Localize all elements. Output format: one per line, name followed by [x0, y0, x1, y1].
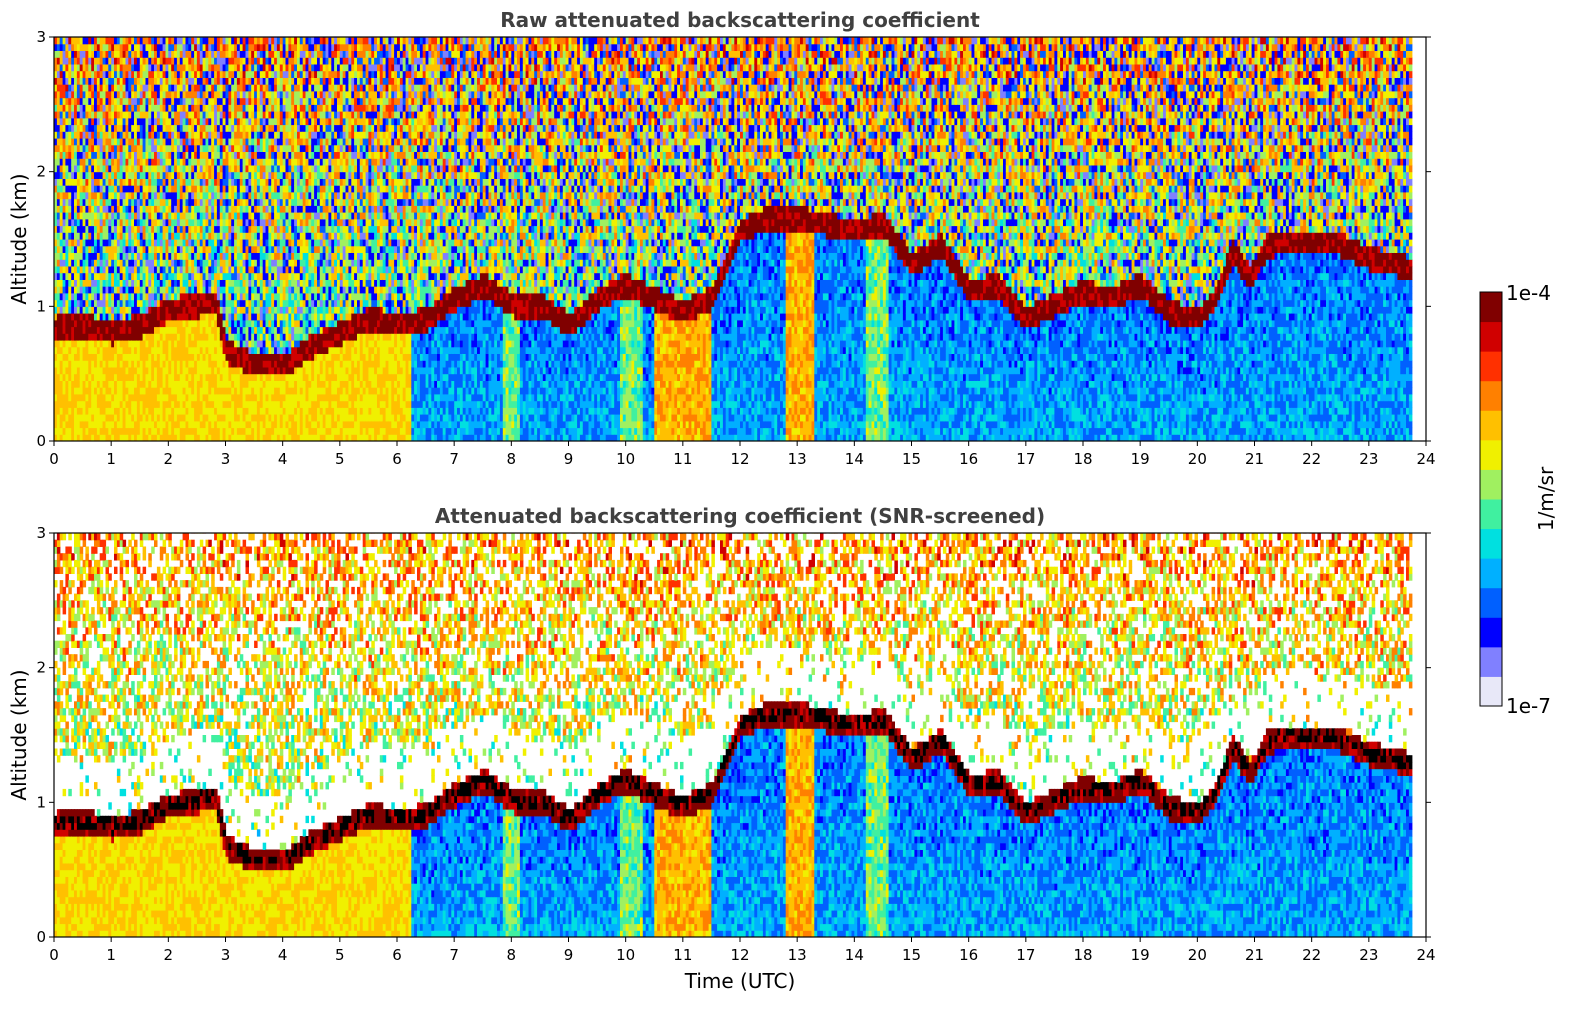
colorbar-swatch — [1480, 587, 1502, 618]
x-tick-label: 22 — [1302, 946, 1321, 964]
x-tick-label: 15 — [902, 450, 921, 468]
x-tick-label: 24 — [1416, 946, 1435, 964]
x-tick-label: 5 — [335, 450, 345, 468]
x-tick-label: 15 — [902, 946, 921, 964]
colorbar-swatch — [1480, 528, 1502, 559]
x-tick-label: 6 — [392, 450, 402, 468]
y-tick-label: 3 — [36, 28, 46, 46]
colorbar-swatch — [1480, 558, 1502, 589]
colorbar-swatch — [1480, 469, 1502, 500]
y-tick-label: 0 — [36, 928, 46, 946]
x-tick-label: 10 — [616, 450, 635, 468]
x-tick-label: 9 — [564, 946, 574, 964]
x-tick-label: 2 — [164, 450, 174, 468]
x-tick-label: 14 — [845, 946, 864, 964]
x-tick-label: 1 — [106, 450, 116, 468]
x-tick-label: 17 — [1016, 450, 1035, 468]
y-tick-label: 1 — [36, 793, 46, 811]
x-tick-label: 13 — [788, 946, 807, 964]
x-tick-label: 6 — [392, 946, 402, 964]
colorbar-swatch — [1480, 646, 1502, 677]
colorbar-min-label: 1e-7 — [1506, 694, 1551, 718]
x-tick-label: 18 — [1073, 450, 1092, 468]
x-tick-label: 4 — [278, 450, 288, 468]
colorbar-swatch — [1480, 439, 1502, 470]
colorbar-swatch — [1480, 321, 1502, 352]
x-tick-label: 5 — [335, 946, 345, 964]
x-tick-label: 14 — [845, 450, 864, 468]
x-tick-label: 11 — [673, 450, 692, 468]
x-tick-label: 19 — [1131, 450, 1150, 468]
x-tick-label: 1 — [106, 946, 116, 964]
backscatter-field — [54, 533, 1426, 937]
x-tick-label: 20 — [1188, 946, 1207, 964]
x-tick-label: 0 — [49, 450, 59, 468]
colorbar-swatch — [1480, 292, 1502, 323]
x-axis-label: Time (UTC) — [684, 969, 796, 993]
colorbar-max-label: 1e-4 — [1506, 281, 1551, 305]
x-tick-label: 21 — [1245, 946, 1264, 964]
x-tick-label: 11 — [673, 946, 692, 964]
x-tick-label: 9 — [564, 450, 574, 468]
bottom-panel-title: Attenuated backscattering coefficient (S… — [54, 504, 1426, 528]
x-tick-label: 16 — [959, 946, 978, 964]
x-tick-label: 12 — [730, 946, 749, 964]
top-panel: 0 1 2 3 4 5 6 7 8 9 10 11 12 13 14 15 16 17 18 19 20 21 22 23 24… — [7, 28, 1436, 468]
colorbar-swatch — [1480, 676, 1502, 707]
bottom-panel: 0 1 2 3 4 5 6 7 8 9 10 11 12 13 14 15 16 17 18 19 20 21 22 23 24… — [7, 524, 1436, 993]
x-tick-label: 22 — [1302, 450, 1321, 468]
colorbar: 1e-4 1e-7 1/m/sr — [1479, 281, 1558, 718]
y-tick-label: 0 — [36, 432, 46, 450]
colorbar-unit-label: 1/m/sr — [1534, 466, 1558, 531]
x-tick-label: 0 — [49, 946, 59, 964]
x-tick-label: 7 — [449, 946, 459, 964]
y-tick-label: 1 — [36, 297, 46, 315]
x-tick-label: 3 — [221, 946, 231, 964]
x-tick-label: 19 — [1131, 946, 1150, 964]
y-tick-label: 2 — [36, 659, 46, 677]
y-axis-label: Altitude (km) — [7, 669, 31, 800]
y-tick-label: 3 — [36, 524, 46, 542]
y-tick-label: 2 — [36, 163, 46, 181]
x-tick-label: 10 — [616, 946, 635, 964]
x-tick-label: 23 — [1359, 946, 1378, 964]
colorbar-swatch — [1480, 351, 1502, 382]
backscatter-field — [54, 37, 1426, 441]
x-tick-label: 8 — [507, 946, 517, 964]
x-tick-label: 18 — [1073, 946, 1092, 964]
x-tick-label: 16 — [959, 450, 978, 468]
colorbar-swatch — [1480, 617, 1502, 648]
x-tick-label: 23 — [1359, 450, 1378, 468]
x-tick-label: 21 — [1245, 450, 1264, 468]
x-tick-label: 8 — [507, 450, 517, 468]
colorbar-swatch — [1480, 499, 1502, 530]
top-panel-title: Raw attenuated backscattering coefficien… — [54, 8, 1426, 32]
x-tick-label: 17 — [1016, 946, 1035, 964]
x-tick-label: 7 — [449, 450, 459, 468]
x-tick-label: 4 — [278, 946, 288, 964]
x-tick-label: 20 — [1188, 450, 1207, 468]
x-tick-label: 12 — [730, 450, 749, 468]
x-tick-label: 24 — [1416, 450, 1435, 468]
x-tick-label: 3 — [221, 450, 231, 468]
x-tick-label: 2 — [164, 946, 174, 964]
colorbar-swatch — [1480, 380, 1502, 411]
x-tick-label: 13 — [788, 450, 807, 468]
colorbar-swatch — [1480, 410, 1502, 441]
y-axis-label: Altitude (km) — [7, 173, 31, 304]
